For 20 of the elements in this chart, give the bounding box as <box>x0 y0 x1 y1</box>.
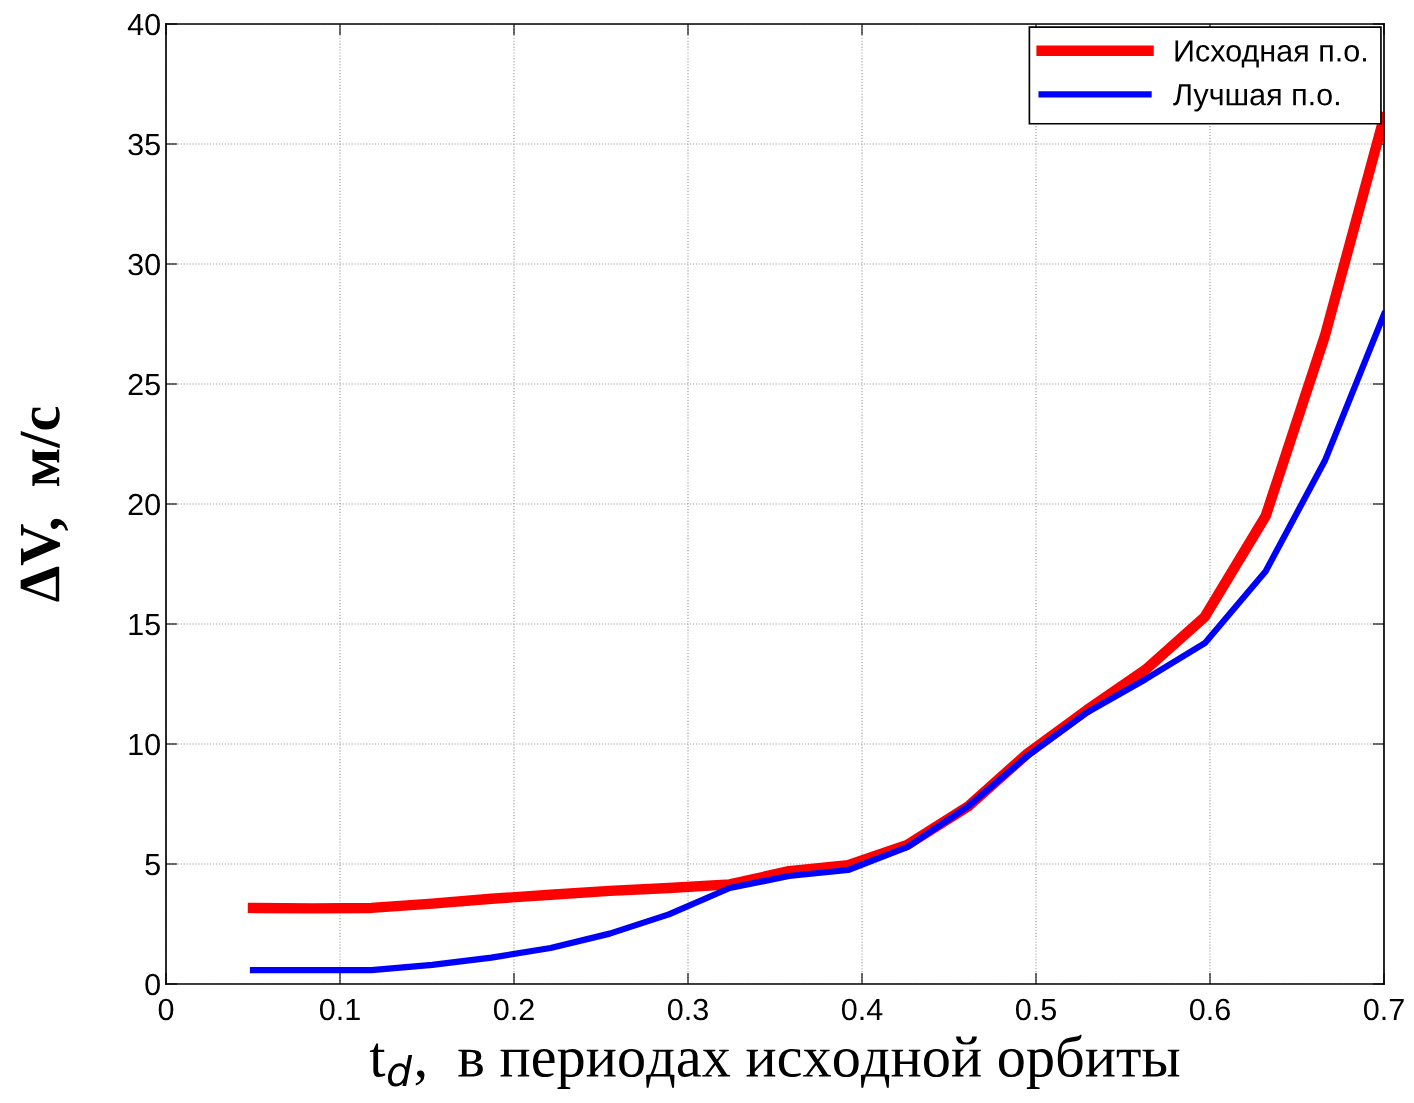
x-tick-label: 0.2 <box>493 998 534 1021</box>
x-tick-label: 0.4 <box>841 998 883 1021</box>
y-tick-label: 5 <box>145 854 160 876</box>
y-tick-label: 0 <box>145 973 160 996</box>
y-tick-label: 35 <box>128 133 160 156</box>
y-tick-label: 40 <box>127 13 160 36</box>
y-tick-label: 20 <box>128 493 160 516</box>
legend-label: Исходная п.о. <box>1175 40 1366 68</box>
y-tick-label: 15 <box>129 614 160 636</box>
x-tick-label: 0.3 <box>667 998 708 1021</box>
y-tick-label: 10 <box>129 733 160 756</box>
y-axis-title: ΔV, м/с <box>20 407 69 602</box>
y-tick-label: 30 <box>128 253 160 276</box>
x-tick-label: 0.5 <box>1015 998 1056 1021</box>
x-tick-label: 0.1 <box>319 998 360 1021</box>
x-tick-label: 0.6 <box>1189 998 1230 1021</box>
x-tick-label: 0.7 <box>1363 998 1404 1021</box>
legend-label: Лучшая п.о. <box>1173 84 1339 112</box>
y-tick-label: 25 <box>128 373 160 396</box>
x-axis-title: t$_{d}$, в периодах исходной орбиты <box>369 1034 1180 1089</box>
